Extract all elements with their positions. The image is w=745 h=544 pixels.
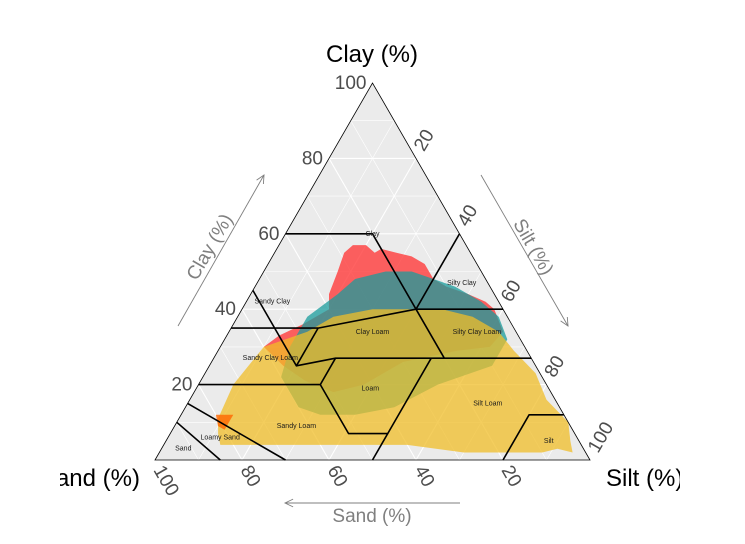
class-boundary [187,402,286,461]
sand-arrow-label: Sand (%) [332,506,411,527]
silt-arrow-label: Silt (%) [508,215,557,279]
silt-tick-label: 100 [584,419,618,457]
class-label-sandy-loam: Sandy Loam [277,423,316,430]
clay-tick-label: 60 [258,224,279,245]
clay-axis-title: Clay (%) [326,41,418,68]
clay-tick-label: 80 [302,148,323,169]
clay-tick-label: 40 [215,299,236,320]
sand-tick-label: 40 [410,462,439,491]
axis-arrows [177,174,569,508]
data-region-3 [218,309,573,453]
data-region-4 [215,414,234,430]
grid-line-sand [176,422,199,461]
sand-tick-label: 100 [149,462,183,500]
class-boundary [252,233,417,367]
class-label-silty-clay-loam: Silty Clay Loam [453,329,502,336]
texture-class-boundaries [154,82,591,461]
class-label-sand: Sand [175,446,191,453]
clay-arrow-label: Clay (%) [183,210,238,284]
class-label-silty-clay: Silty Clay [447,280,477,287]
class-label-sandy-clay-loam: Sandy Clay Loam [243,355,298,362]
class-label-sandy-clay: Sandy Clay [255,299,291,306]
class-label-clay-loam: Clay Loam [356,329,390,336]
silt-direction-arrow-head [560,316,569,327]
silt-tick-label: 60 [497,277,526,306]
class-boundary [415,233,461,310]
class-boundary [502,413,564,461]
silt-direction-arrow [480,174,569,327]
clay-direction-arrow-head [256,174,265,185]
silt-axis-title: Silt (%) [606,465,683,492]
clay-tick-label: 20 [171,375,192,396]
sand-direction-arrow-head [283,498,294,508]
class-boundary [319,357,432,435]
triangle-outline [154,82,591,461]
sand-tick-label: 80 [236,462,265,491]
sand-tick-label: 60 [323,462,352,491]
clay-direction-arrow [177,174,265,327]
silt-tick-label: 80 [541,352,570,381]
clay-tick-label: 100 [335,73,367,94]
right-clip-mask [680,0,745,544]
data-regions [215,245,573,453]
class-label-silt: Silt [544,438,554,445]
silt-tick-label: 40 [454,201,483,230]
class-label-silt-loam: Silt Loam [473,400,502,407]
texture-class-labels: Clay Silty Clay Sandy Clay Clay Loam Silty C… [175,231,553,453]
sand-tick-label: 20 [497,462,526,491]
class-boundary [176,421,221,461]
class-label-loam: Loam [362,385,380,392]
silt-tick-label: 20 [410,126,439,155]
left-clip-mask [0,0,60,544]
class-boundary [371,433,389,461]
class-label-loamy-sand: Loamy Sand [201,434,240,441]
class-label-clay: Clay [365,231,380,238]
